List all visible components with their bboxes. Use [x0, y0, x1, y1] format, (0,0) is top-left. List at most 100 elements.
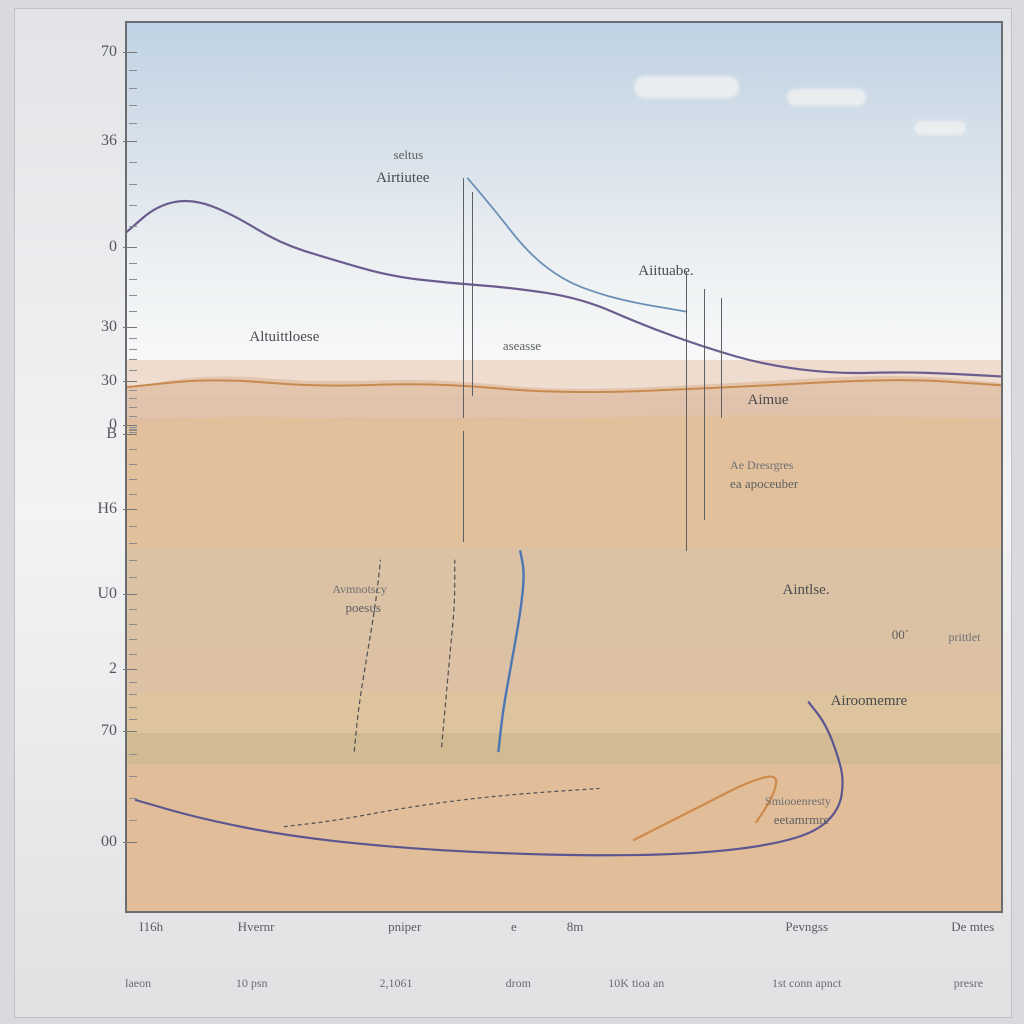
chart-inner: seltus Airtiutee Aiituabe. Altuittloese asea…: [33, 21, 1007, 995]
y-minor: [129, 263, 137, 264]
y-tick-rule-1: [123, 141, 137, 142]
y-minor: [129, 449, 137, 450]
vmarker-2: [686, 272, 687, 552]
line-purple-upper: [127, 201, 1001, 376]
y-minor: [129, 205, 137, 206]
y-minor: [129, 719, 137, 720]
y-minor: [129, 349, 137, 350]
x-subtick-5: 1st conn apnct: [772, 976, 841, 991]
y-minor: [129, 162, 137, 163]
annotation-14: Smiooenresty: [765, 794, 831, 809]
y-minor: [129, 754, 137, 755]
x-subtick-3: drom: [506, 976, 531, 991]
y-minor: [129, 654, 137, 655]
annotation-10: Aintlse.: [783, 582, 830, 599]
vmarker-0: [463, 178, 464, 418]
y-minor: [129, 123, 137, 124]
line-blue-upper: [468, 178, 687, 311]
y-minor: [129, 577, 137, 578]
y-tick-9: 2: [77, 660, 117, 678]
x-tick-3: e: [511, 919, 517, 935]
y-tick-rule-10: [123, 731, 137, 732]
y-minor: [129, 226, 137, 227]
y-tick-rule-11: [123, 842, 137, 843]
annotation-7: ea apoceuber: [730, 476, 798, 492]
y-minor: [129, 682, 137, 683]
vmarker-3: [704, 289, 705, 520]
x-tick-2: pniper: [388, 919, 421, 935]
y-minor: [129, 407, 137, 408]
x-tick-6: De mtes: [951, 919, 994, 935]
y-minor: [129, 639, 137, 640]
y-minor: [129, 88, 137, 89]
annotation-13: Airoomemre: [831, 693, 908, 710]
chart-frame: seltus Airtiutee Aiituabe. Altuittloese asea…: [14, 8, 1012, 1018]
y-minor: [129, 798, 137, 799]
x-tick-5: Pevngss: [785, 919, 828, 935]
y-tick-rule-4: [123, 381, 137, 382]
y-tick-0: 70: [77, 43, 117, 61]
x-tick-4: 8m: [567, 919, 584, 935]
x-subtick-2: 2,1061: [379, 976, 412, 991]
y-minor: [129, 184, 137, 185]
y-minor: [129, 707, 137, 708]
annotation-2: Aiituabe.: [638, 263, 693, 280]
y-minor: [129, 279, 137, 280]
y-minor: [129, 694, 137, 695]
annotation-6: Ae Dresrgres: [730, 458, 793, 473]
vmarker-5: [463, 431, 464, 542]
line-layer: [127, 23, 1001, 911]
y-tick-11: 00: [77, 833, 117, 851]
x-subtick-4: 10K tioa an: [608, 976, 664, 991]
ridge-1: [127, 415, 1001, 911]
vmarker-1: [472, 192, 473, 396]
annotation-11: 00´: [892, 627, 909, 643]
x-subtick-0: laeon: [125, 976, 151, 991]
x-subtick-1: 10 psn: [236, 976, 268, 991]
vmarker-4: [721, 298, 722, 418]
y-minor: [129, 609, 137, 610]
plot-area: seltus Airtiutee Aiituabe. Altuittloese asea…: [125, 21, 1003, 913]
y-tick-rule-0: [123, 52, 137, 53]
annotation-15: eetamrmre: [774, 812, 830, 828]
x-subtick-6: presre: [954, 976, 983, 991]
annotation-8: Avmnotscy: [332, 582, 386, 597]
y-minor: [129, 416, 137, 417]
annotation-1: Airtiutee: [376, 170, 429, 187]
y-minor: [129, 311, 137, 312]
y-minor: [129, 776, 137, 777]
y-minor: [129, 398, 137, 399]
y-tick-rule-3: [123, 327, 137, 328]
y-tick-8: U0: [77, 585, 117, 603]
y-minor: [129, 526, 137, 527]
y-minor: [129, 479, 137, 480]
y-minor: [129, 464, 137, 465]
y-minor: [129, 820, 137, 821]
y-tick-1: 36: [77, 132, 117, 150]
annotation-3: Altuittloese: [249, 329, 319, 346]
y-tick-rule-8: [123, 594, 137, 595]
y-tick-rule-7: [123, 509, 137, 510]
y-minor: [129, 70, 137, 71]
x-tick-0: I16h: [139, 919, 163, 935]
y-tick-4: 30: [77, 372, 117, 390]
y-minor: [129, 560, 137, 561]
y-tick-rule-6: [123, 434, 137, 435]
y-minor: [129, 105, 137, 106]
x-tick-1: Hvernr: [238, 919, 275, 935]
y-tick-3: 30: [77, 318, 117, 336]
y-minor: [129, 359, 137, 360]
y-tick-rule-2: [123, 247, 137, 248]
annotation-12: prittlet: [949, 630, 981, 645]
annotation-0: seltus: [394, 147, 424, 163]
y-minor: [129, 370, 137, 371]
y-minor: [129, 543, 137, 544]
y-tick-10: 70: [77, 722, 117, 740]
annotation-5: Aimue: [748, 392, 789, 409]
annotation-4: aseasse: [503, 338, 541, 354]
y-minor: [129, 338, 137, 339]
y-minor: [129, 494, 137, 495]
y-tick-6: B: [77, 425, 117, 443]
annotation-9: poesus: [346, 600, 381, 616]
y-tick-rule-9: [123, 669, 137, 670]
